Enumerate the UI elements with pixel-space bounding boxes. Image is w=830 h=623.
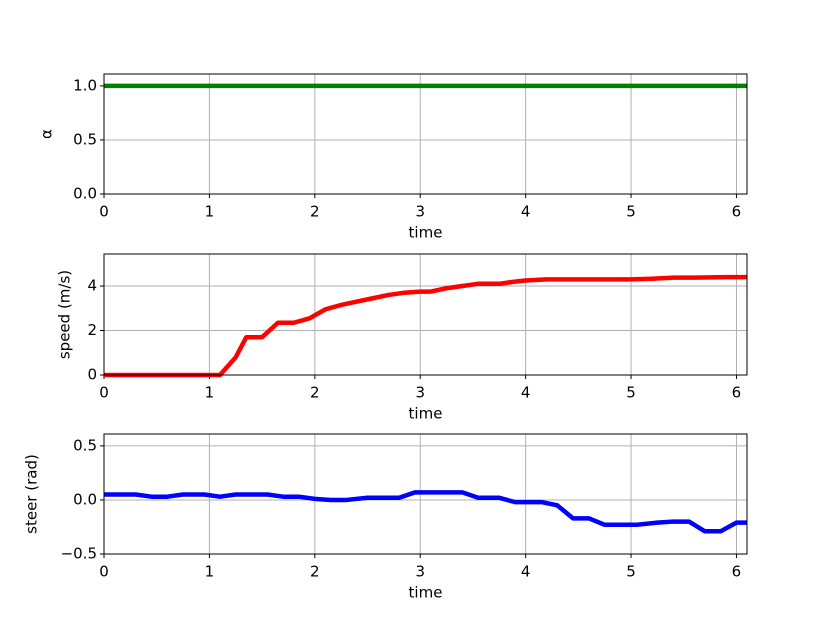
x-tick-label: 0 [99, 384, 109, 402]
x-tick-label: 5 [626, 563, 636, 581]
x-tick-label: 6 [732, 384, 742, 402]
y-tick-label: −0.5 [61, 545, 97, 563]
x-tick-label: 5 [626, 203, 636, 221]
x-axis-label: time [409, 584, 443, 602]
x-tick-label: 2 [310, 203, 320, 221]
axes-frame [103, 253, 748, 376]
y-tick-label: 2 [87, 321, 97, 339]
x-tick-label: 6 [732, 203, 742, 221]
y-tick-label: 1.0 [73, 76, 97, 94]
y-axis-label: speed (m/s) [56, 270, 74, 359]
y-axis-label: steer (rad) [23, 454, 41, 534]
axes-frame [103, 73, 748, 195]
y-tick-label: 0.0 [73, 490, 97, 508]
y-tick-label: 4 [87, 277, 97, 295]
x-tick-label: 5 [626, 384, 636, 402]
x-tick-label: 1 [205, 203, 215, 221]
x-tick-label: 3 [415, 203, 425, 221]
x-tick-label: 3 [415, 384, 425, 402]
x-tick-label: 3 [415, 563, 425, 581]
x-tick-label: 2 [310, 563, 320, 581]
x-axis-label: time [409, 224, 443, 242]
x-tick-label: 6 [732, 563, 742, 581]
x-tick-label: 2 [310, 384, 320, 402]
y-tick-label: 0.5 [73, 436, 97, 454]
x-axis-label: time [409, 405, 443, 423]
y-axis-label: α [38, 129, 56, 139]
x-tick-label: 4 [521, 203, 531, 221]
x-tick-label: 4 [521, 384, 531, 402]
data-line [104, 274, 747, 378]
y-tick-label: 0.0 [73, 185, 97, 203]
x-tick-label: 0 [99, 203, 109, 221]
data-line [104, 490, 747, 534]
x-tick-label: 1 [205, 563, 215, 581]
x-tick-label: 1 [205, 384, 215, 402]
axes-frame [103, 433, 748, 555]
x-tick-label: 4 [521, 563, 531, 581]
x-tick-label: 0 [99, 563, 109, 581]
y-tick-label: 0.5 [73, 130, 97, 148]
y-tick-label: 0 [87, 366, 97, 384]
